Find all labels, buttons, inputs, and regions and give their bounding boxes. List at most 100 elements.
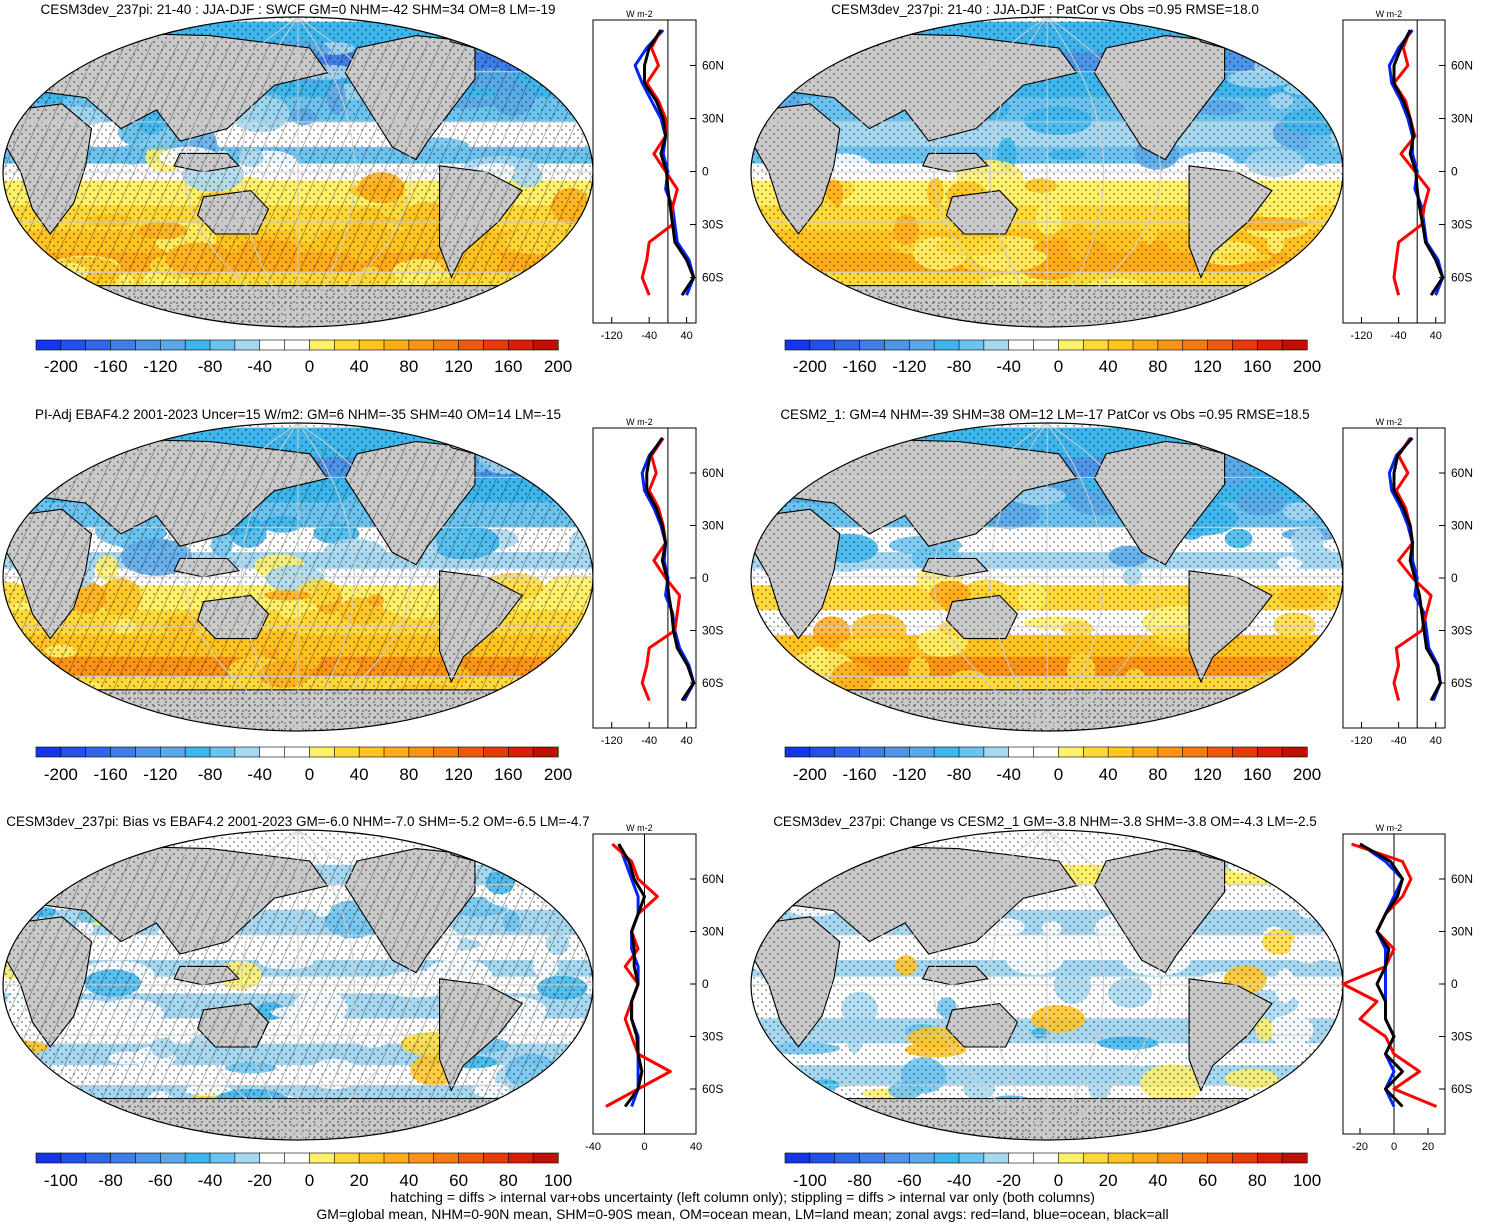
colorbar-swatch <box>983 1152 1010 1164</box>
colorbar-tick-label: 160 <box>1243 765 1271 784</box>
colorbar-swatch <box>309 339 335 351</box>
zonal-ytick-label: 30S <box>702 1030 723 1044</box>
zonal-ytick-label: 60N <box>702 58 724 72</box>
colorbar-swatch <box>859 339 886 351</box>
colorbar-tick-label: -40 <box>198 1171 223 1190</box>
colorbar-swatch <box>284 1152 311 1164</box>
colorbar-tick-label: -60 <box>148 1171 173 1190</box>
colorbar-swatch <box>532 339 559 351</box>
colorbar-tick-label: -200 <box>793 357 827 376</box>
field-blob <box>751 1097 797 1113</box>
graticule-lon <box>241 423 299 731</box>
colorbar-swatch <box>1132 746 1159 758</box>
zonal-all-line <box>617 843 646 1108</box>
zonal-ytick-label: 0 <box>1451 977 1458 991</box>
colorbar-swatch <box>1182 1152 1209 1164</box>
panel-title: CESM2_1: GM=4 NHM=-39 SHM=38 OM=12 LM=-1… <box>780 407 1309 422</box>
zonal-ytick-label: 60N <box>1451 58 1473 72</box>
colorbar-tick-label: -80 <box>947 357 972 376</box>
colorbar-swatch <box>859 746 886 758</box>
zonal-ytick-label: 30N <box>1451 519 1473 533</box>
colorbar-swatch <box>884 746 910 758</box>
zonal-ytick-label: 0 <box>702 165 709 179</box>
zonal-xtick-label: -40 <box>641 735 657 747</box>
colorbar-tick-label: 200 <box>544 765 572 784</box>
zonal-land-line <box>1341 842 1438 1108</box>
colorbar-swatch <box>135 339 161 351</box>
colorbar-swatch <box>234 1152 261 1164</box>
colorbar-swatch <box>234 339 261 351</box>
graticule-lon <box>297 423 355 731</box>
colorbar-tick-label: 200 <box>544 357 572 376</box>
colorbar-swatch <box>383 339 410 351</box>
colorbar-swatch <box>1182 339 1209 351</box>
colorbar-tick-label: -20 <box>996 1171 1021 1190</box>
graticule-lon <box>989 830 1048 1140</box>
colorbar-swatch <box>1033 1152 1060 1164</box>
colorbar-swatch <box>483 339 509 351</box>
colorbar-swatch <box>1281 1152 1308 1164</box>
panel-2: CESM3dev_237pi: 21-40 : JJA-DJF : PatCor… <box>750 2 1473 376</box>
colorbar-swatch <box>532 746 559 758</box>
colorbar-tick-label: 60 <box>1198 1171 1217 1190</box>
colorbar-swatch <box>433 1152 460 1164</box>
colorbar-tick-label: -200 <box>44 765 78 784</box>
colorbar-tick-label: 40 <box>350 765 369 784</box>
zonal-mean-plot: W m-2 60N 30N 0 30S 60S -40 0 40 <box>585 823 724 1153</box>
graticule-lon <box>933 17 1048 327</box>
colorbar-swatch <box>85 746 112 758</box>
colorbar-swatch <box>1281 746 1308 758</box>
zonal-ytick-label: 30N <box>1451 925 1473 939</box>
colorbar-tick-label: 160 <box>494 765 522 784</box>
field-blob <box>3 656 40 682</box>
field-blob <box>769 856 809 879</box>
colorbar-swatch <box>408 746 435 758</box>
colorbar-swatch <box>358 746 385 758</box>
colorbar-tick-label: -200 <box>793 765 827 784</box>
zonal-xtick-label: 40 <box>681 735 693 747</box>
zonal-xtick-label: 0 <box>1391 1141 1397 1153</box>
colorbar-swatch <box>1033 746 1060 758</box>
graticule-lon <box>1046 830 1105 1140</box>
colorbar-swatch <box>908 1152 935 1164</box>
colorbar-swatch <box>1033 339 1060 351</box>
colorbar-swatch <box>309 1152 335 1164</box>
graticule-lon <box>297 17 355 327</box>
zonal-ytick-label: 30N <box>702 925 724 939</box>
colorbar-swatch <box>333 1152 360 1164</box>
colorbar-tick-label: 80 <box>1148 357 1167 376</box>
zonal-frame <box>592 427 697 729</box>
graticule-lon <box>297 17 412 327</box>
colorbar-swatch <box>259 339 286 351</box>
colorbar-swatch <box>184 746 211 758</box>
colorbar-tick-label: -160 <box>94 357 128 376</box>
zonal-ytick-label: 30N <box>702 519 724 533</box>
field-blob <box>1240 856 1279 870</box>
colorbar-swatch <box>383 1152 410 1164</box>
colorbar-swatch <box>35 1152 62 1164</box>
colorbar-swatch <box>933 339 960 351</box>
zonal-land-line <box>640 29 679 296</box>
zonal-xtick-label: -120 <box>1351 330 1373 342</box>
colorbar-tick-label: 80 <box>1148 765 1167 784</box>
colorbar-tick-label: 80 <box>399 357 418 376</box>
field-blob <box>755 255 796 277</box>
colorbar-swatch <box>458 339 485 351</box>
zonal-xtick-label: -120 <box>601 330 623 342</box>
zonal-ytick-label: 30N <box>702 111 724 125</box>
colorbar-swatch <box>383 746 410 758</box>
colorbar-swatch <box>1058 1152 1084 1164</box>
colorbar-swatch <box>834 339 861 351</box>
zonal-xtick-label: 0 <box>641 1141 647 1153</box>
colorbar-swatch <box>784 746 811 758</box>
colorbar-swatch <box>983 746 1010 758</box>
world-map <box>751 830 1343 1140</box>
colorbar-tick-label: 80 <box>399 765 418 784</box>
colorbar-swatch <box>532 1152 559 1164</box>
zonal-ytick-label: 30S <box>1451 218 1472 232</box>
zonal-xtick-label: -40 <box>1391 735 1407 747</box>
zonal-ytick-label: 0 <box>1451 165 1458 179</box>
colorbar-swatch <box>433 339 460 351</box>
field-blob <box>765 673 830 711</box>
